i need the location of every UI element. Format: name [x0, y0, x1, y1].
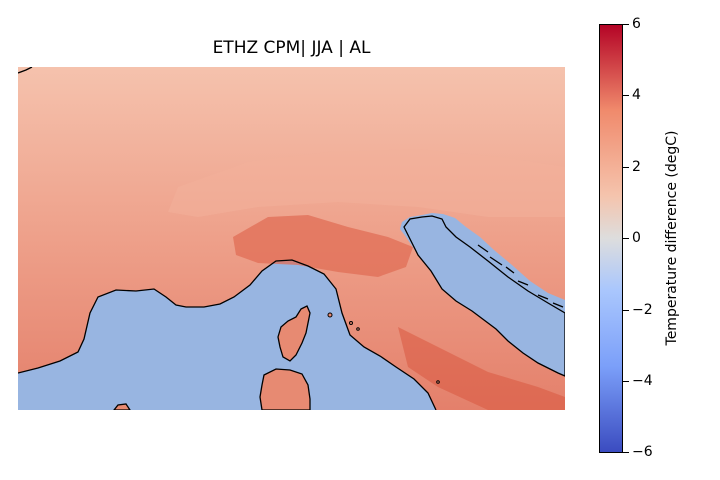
colorbar-tick-label: 6: [632, 16, 641, 32]
colorbar-tick-label: −2: [632, 302, 653, 318]
croatian-islands: [477, 244, 564, 308]
land-alps-band: [168, 149, 565, 217]
coastline: [18, 259, 437, 410]
island-small: [356, 327, 360, 331]
colorbar-tick: [623, 167, 629, 168]
colorbar-tick-label: 2: [632, 159, 641, 175]
map-title: ETHZ CPM| JJA | AL: [212, 38, 371, 58]
colorbar-tick-label: −6: [632, 444, 653, 460]
island-small: [349, 321, 353, 325]
colorbar-axis-label: Temperature difference (degC): [664, 130, 680, 346]
island-sicily: [113, 403, 131, 410]
colorbar-tick: [623, 310, 629, 311]
colorbar-tick: [623, 238, 629, 239]
island-corsica: [277, 305, 311, 362]
map-panel: [18, 67, 565, 410]
island-elba: [327, 312, 333, 318]
coastline-topleft: [18, 67, 33, 74]
colorbar: [599, 24, 623, 453]
land-peninsula-warm: [398, 327, 565, 410]
colorbar-tick-label: −4: [632, 373, 653, 389]
colorbar-tick: [623, 381, 629, 382]
colorbar-tick: [623, 95, 629, 96]
island-small: [436, 380, 440, 384]
colorbar-tick-label: 4: [632, 87, 641, 103]
colorbar-tick: [623, 24, 629, 25]
island-sardinia: [259, 368, 311, 410]
colorbar-tick-label: 0: [632, 230, 641, 246]
colorbar-tick: [623, 452, 629, 453]
sea-adriatic: [403, 215, 565, 377]
